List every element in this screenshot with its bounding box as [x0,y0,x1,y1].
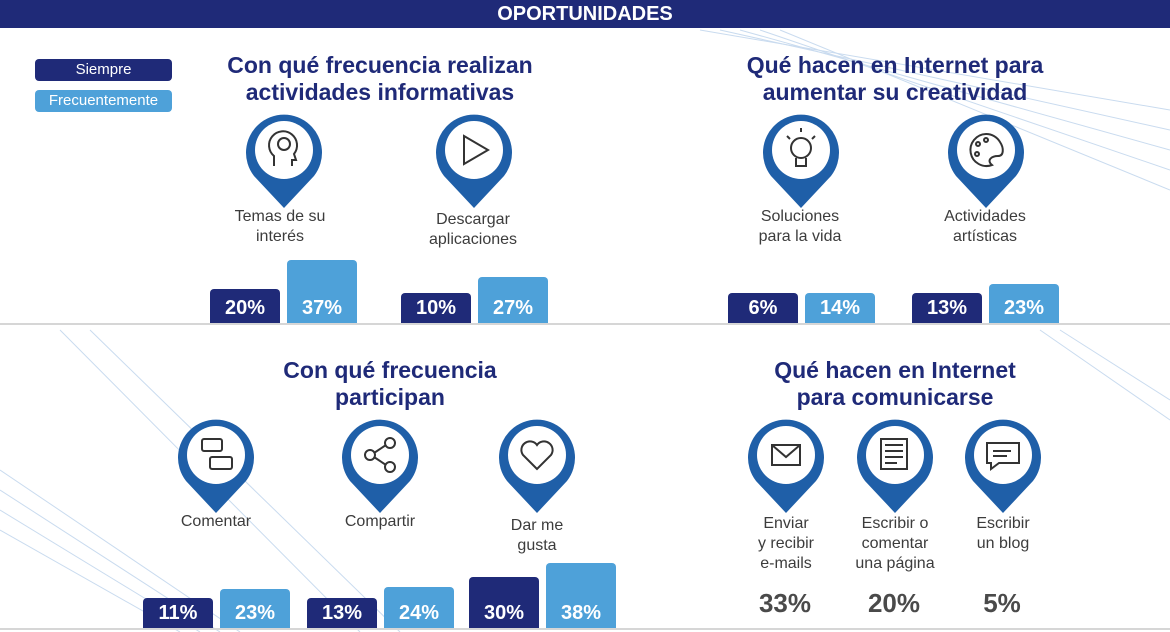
label-line: y recibir [757,535,814,552]
label-line: Escribir o [861,515,929,532]
brain-head-icon [246,114,322,208]
title-line: participan [335,384,445,410]
title-line: para comunicarse [796,384,994,410]
label-line: Dar me [510,517,564,534]
title-line: aumentar su creatividad [762,79,1028,105]
bar-frecuentemente [805,293,875,323]
bar-siempre [912,293,982,323]
bar-value-label: 37% [301,297,343,319]
bar-value-label: 14% [819,297,861,319]
label-compartir: Compartir [305,512,455,532]
label-line: comentar [861,535,929,552]
label-line: Enviar [763,515,809,532]
bar-value-label: 27% [492,297,534,319]
legend-frecuentemente: Frecuentemente [35,90,172,112]
label-soluciones: Soluciones para la vida [725,207,875,247]
bar-value-label: 10% [415,297,457,319]
label-line: aplicaciones [428,231,518,248]
bar-siempre [469,577,539,628]
bar-frecuentemente [546,563,616,628]
label-megusta: Dar me gusta [462,516,612,556]
title-line: Con qué frecuencia realizan [227,52,533,78]
bar-value-label: 23% [1003,297,1045,319]
label-emails: Enviar y recibir e-mails [711,514,861,574]
section-divider [0,628,1170,630]
bar-siempre [143,598,213,628]
title-line: Qué hacen en Internet [774,357,1016,383]
newspaper-icon [857,419,933,513]
section-title-comunicarse: Qué hacen en Internet para comunicarse [740,357,1050,411]
label-line: una página [855,555,935,572]
label-comentarpagina: Escribir o comentar una página [820,514,970,574]
label-line: Comentar [180,513,252,530]
bar-value-label: 20% [224,297,266,319]
bar-value-label: 13% [926,297,968,319]
bar-frecuentemente [478,277,548,323]
bar-siempre [728,293,798,323]
bar-value-label: 6% [748,297,778,319]
label-line: para la vida [758,228,842,245]
page-title: OPORTUNIDADES [0,0,1170,28]
label-line: Descargar [436,211,510,228]
title-line: actividades informativas [245,79,515,105]
bar-siempre [307,598,377,628]
label-comentar: Comentar [141,512,291,532]
bar-frecuentemente [287,260,357,323]
label-line: Temas de su [234,208,326,225]
label-line: un blog [976,535,1030,552]
label-artisticas: Actividades artísticas [910,207,1060,247]
lightbulb-icon [763,114,839,208]
section-title-participan: Con qué frecuencia participan [240,357,540,411]
bar-value-label: 11% [158,602,198,624]
play-store-icon [436,114,512,208]
share-icon [342,419,418,513]
chat-bubbles-icon [178,419,254,513]
bar-frecuentemente [384,587,454,628]
label-descargar: Descargar aplicaciones [398,210,548,250]
label-line: gusta [517,537,557,554]
section-title-informativas: Con qué frecuencia realizan actividades … [200,52,560,106]
section-divider [0,323,1170,325]
label-line: Compartir [344,513,416,530]
bar-value-label: 30% [483,602,525,624]
title-line: Qué hacen en Internet para [746,52,1044,78]
bar-value-label: 24% [398,602,440,624]
blog-icon [965,419,1041,513]
bar-value-label: 23% [234,602,276,624]
bar-siempre [210,289,280,323]
bar-value-label: 38% [560,602,602,624]
value-blog: 5% [983,588,1021,618]
bar-siempre [401,293,471,323]
bar-frecuentemente [989,284,1059,323]
label-line: artísticas [952,228,1017,245]
heart-icon [499,419,575,513]
section-title-creatividad: Qué hacen en Internet para aumentar su c… [710,52,1080,106]
bar-value-label: 13% [321,602,363,624]
bar-frecuentemente [220,589,290,628]
label-line: Actividades [944,208,1026,225]
value-comentarpagina: 20% [867,588,921,618]
legend-siempre: Siempre [35,59,172,81]
envelope-icon [748,419,824,513]
value-emails: 33% [758,588,812,618]
label-temas: Temas de su interés [205,207,355,247]
label-line: Escribir [976,515,1030,532]
title-line: Con qué frecuencia [283,357,497,383]
label-line: e-mails [760,555,812,572]
label-line: Soluciones [760,208,840,225]
label-blog: Escribir un blog [928,514,1078,554]
palette-icon [948,114,1024,208]
label-line: interés [255,228,305,245]
